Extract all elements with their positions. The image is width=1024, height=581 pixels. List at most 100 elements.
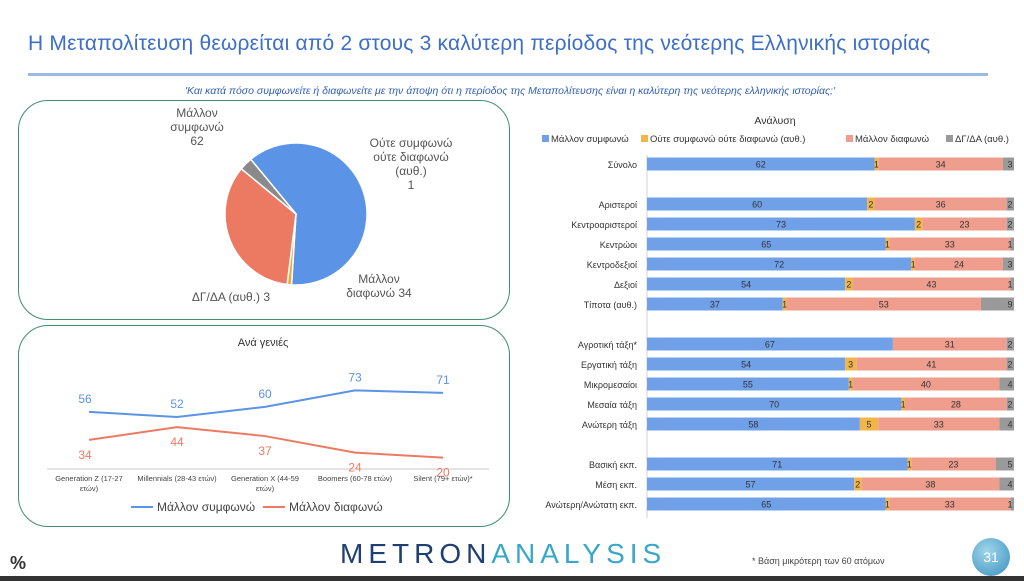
segment-value: 2 [1007, 340, 1012, 350]
segment-value: 31 [945, 340, 955, 350]
pie-slice [249, 142, 368, 286]
segment-value: 1 [782, 300, 787, 310]
segment-value: 33 [934, 420, 944, 430]
bar-segment [647, 397, 902, 411]
bar-segment [845, 277, 853, 291]
legend-label: ΔΓ/ΔΑ (αυθ.) [955, 134, 1009, 145]
data-label: 52 [170, 397, 184, 411]
legend-label: Μάλλον διαφωνώ [289, 500, 383, 514]
segment-value: 33 [945, 500, 955, 510]
bar-segment [922, 217, 1007, 231]
bar-segment [980, 297, 1014, 311]
row-label: Αριστεροί [599, 200, 637, 210]
bar-segment [782, 297, 787, 311]
analysis-bar-chart: Ανάλυση Μάλλον συμφωνώ Ούτε συμφωνώ ούτε δ… [542, 115, 1014, 518]
pie-slice-label: (αυθ.) [395, 164, 427, 178]
segment-value: 43 [926, 280, 936, 290]
row-label: Κεντρώοι [600, 240, 637, 250]
logo-part-a: METRON [340, 538, 492, 569]
bar-segment [647, 297, 783, 311]
bar-segment [647, 277, 846, 291]
row-label: Αγροτική τάξη* [578, 340, 638, 350]
bar-segment [845, 357, 857, 371]
segment-value: 2 [1007, 400, 1012, 410]
pie-slice-label: ούτε διαφωνώ [373, 150, 448, 164]
segment-value: 2 [868, 200, 873, 210]
bar-segment [914, 257, 1003, 271]
bar-segment [1006, 217, 1014, 231]
bar-segment [861, 477, 1000, 491]
data-label: 56 [78, 392, 92, 406]
bar-segment [999, 377, 1014, 391]
bar-segment [647, 197, 868, 211]
segment-value: 38 [925, 480, 935, 490]
pie-slice-label: συμφωνώ [170, 120, 223, 134]
bar-segment [874, 157, 879, 171]
segment-value: 1 [1007, 240, 1012, 250]
pie-slice-label: Μάλλον [176, 106, 217, 120]
row-label: Μέση εκπ. [595, 480, 637, 490]
legend-swatch [641, 135, 648, 142]
pie-slice-label: Μάλλον [358, 272, 399, 286]
pie-slice-label: 1 [408, 178, 415, 192]
segment-value: 65 [761, 240, 771, 250]
segment-value: 1 [901, 400, 906, 410]
row-label: Εργατική τάξη [581, 360, 637, 370]
bar-segment [647, 497, 886, 511]
series-line [88, 426, 444, 459]
segment-value: 4 [1007, 380, 1012, 390]
bottom-bar [0, 576, 1024, 581]
pie-slice [240, 158, 297, 215]
bar-segment [889, 237, 1011, 251]
row-label: Βασική εκπ. [589, 460, 637, 470]
pie-slice-label: διαφωνώ 34 [346, 286, 412, 300]
bar-segment [911, 457, 996, 471]
data-label: 44 [170, 435, 184, 449]
title-rule [28, 73, 988, 76]
bar-segment [1006, 357, 1014, 371]
pie-slice-label: Ούτε συμφωνώ [370, 136, 453, 150]
data-label: 37 [258, 444, 272, 458]
percent-icon: % [10, 553, 27, 573]
bar-segment [878, 417, 1000, 431]
x-tick-label: Boomers (60-78 ετών) [318, 474, 393, 483]
segment-value: 1 [885, 240, 890, 250]
bar-segment [1006, 197, 1014, 211]
bar-segment [1006, 337, 1014, 351]
segment-value: 3 [1007, 160, 1012, 170]
bar-segment [852, 377, 1000, 391]
page-title: Η Μεταπολίτευση θεωρείται από 2 στους 3 … [28, 32, 931, 55]
pie-slice-label: 62 [190, 134, 204, 148]
bar-segment [999, 417, 1014, 431]
question-text: 'Και κατά πόσο συμφωνείτε ή διαφωνείτε μ… [185, 85, 835, 97]
page-number: 31 [972, 538, 1010, 576]
bar-segment [1010, 277, 1014, 291]
x-tick-label: Generation Z (17-27 [55, 474, 123, 483]
bar-segment [859, 417, 879, 431]
bar-segment [904, 397, 1007, 411]
bar-segment [1002, 157, 1014, 171]
bar-segment [874, 197, 1007, 211]
series-line [88, 389, 444, 419]
bar-segment [901, 397, 905, 411]
segment-value: 4 [1007, 480, 1012, 490]
x-tick-label: Millennials (28-43 ετών) [137, 474, 217, 483]
x-tick-label: ετών) [80, 484, 99, 493]
segment-value: 40 [921, 380, 931, 390]
logo-part-b: ANALYSIS [491, 538, 667, 569]
segment-value: 71 [772, 460, 782, 470]
x-tick-label: ετών) [256, 484, 275, 493]
segment-value: 60 [752, 200, 762, 210]
row-label: Μεσαία τάξη [587, 400, 637, 410]
bar-segment [995, 457, 1014, 471]
segment-value: 33 [945, 240, 955, 250]
legend-label: Μάλλον συμφωνώ [551, 134, 629, 145]
legend-swatch [846, 135, 853, 142]
segment-value: 4 [1007, 420, 1012, 430]
pie-slice [224, 167, 297, 286]
generations-chart-panel: Ανά γενιές 56 52 60 73 71 34 44 37 24 20 Generation… [18, 325, 510, 527]
bar-segment [854, 477, 862, 491]
bar-segment [786, 297, 981, 311]
segment-value: 65 [761, 500, 771, 510]
bar-segment [892, 337, 1007, 351]
